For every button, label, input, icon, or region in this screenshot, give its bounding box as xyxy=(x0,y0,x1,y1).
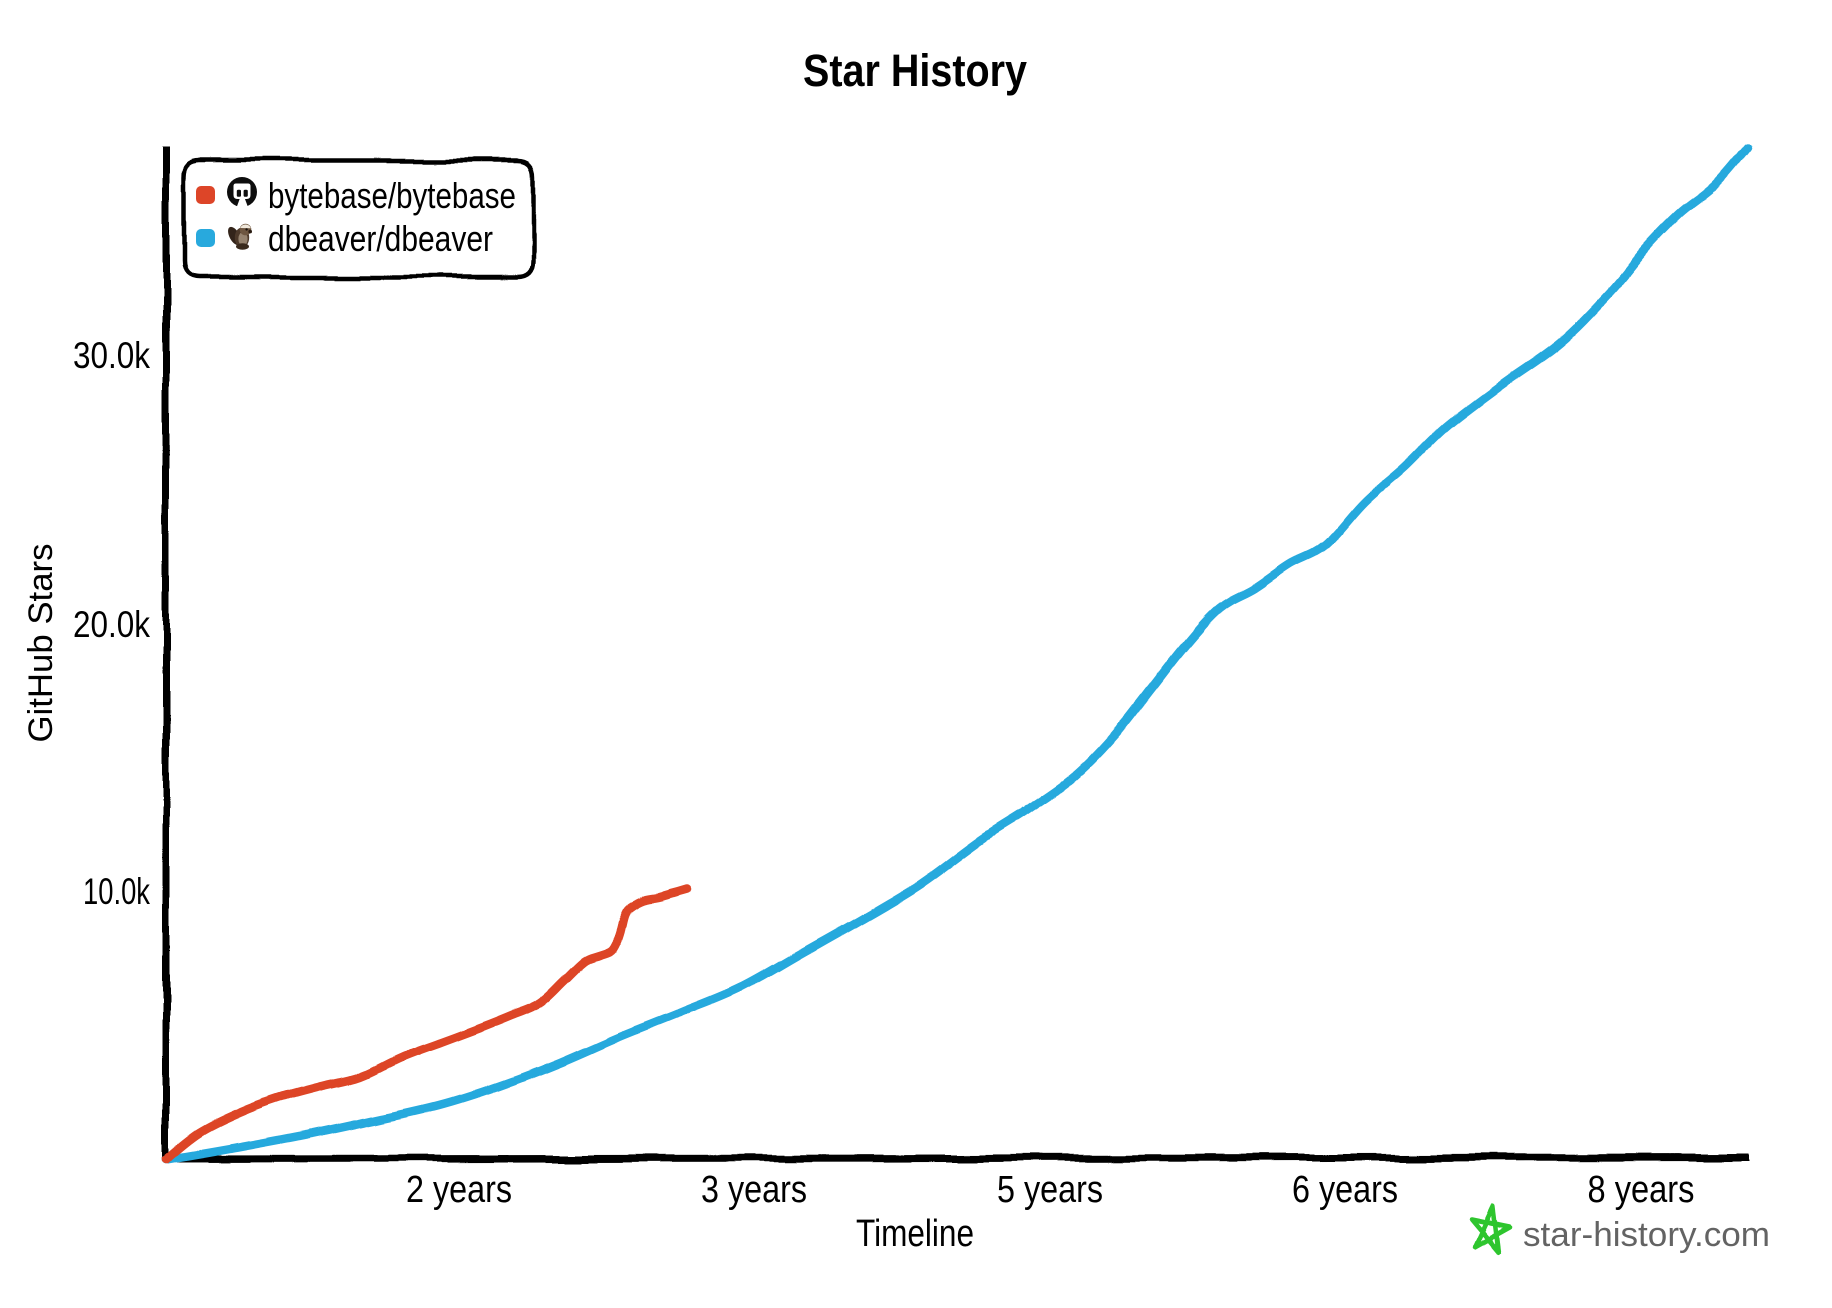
svg-text:Star History: Star History xyxy=(803,45,1027,96)
svg-text:2 years: 2 years xyxy=(406,1169,512,1211)
svg-text:8 years: 8 years xyxy=(1588,1169,1695,1211)
svg-text:dbeaver/dbeaver: dbeaver/dbeaver xyxy=(268,218,493,259)
svg-text:3 years: 3 years xyxy=(701,1169,807,1211)
svg-text:bytebase/bytebase: bytebase/bytebase xyxy=(268,175,516,216)
svg-text:6 years: 6 years xyxy=(1292,1169,1398,1211)
svg-text:GitHub Stars: GitHub Stars xyxy=(22,544,60,743)
svg-text:10.0k: 10.0k xyxy=(83,871,150,912)
svg-text:20.0k: 20.0k xyxy=(73,604,150,645)
svg-text:Timeline: Timeline xyxy=(856,1213,974,1255)
svg-text:star-history.com: star-history.com xyxy=(1523,1216,1770,1254)
svg-text:30.0k: 30.0k xyxy=(73,335,150,376)
svg-text:5 years: 5 years xyxy=(997,1169,1103,1211)
